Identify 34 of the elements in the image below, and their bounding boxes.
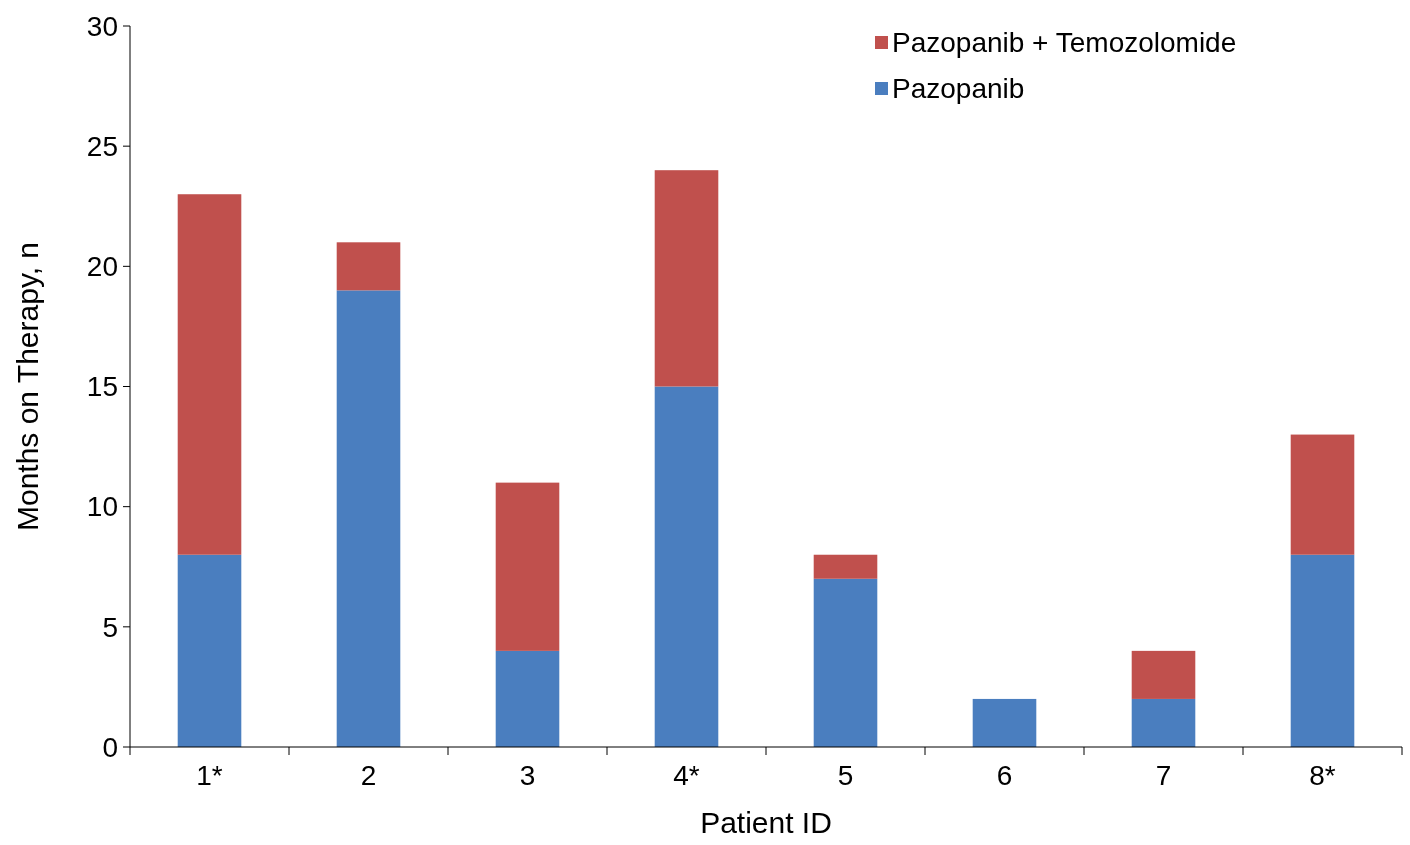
x-tick-label: 4* xyxy=(673,760,700,791)
x-tick-label: 2 xyxy=(360,760,377,791)
bar xyxy=(336,290,401,747)
x-tick-label: 7 xyxy=(1155,760,1172,791)
bar xyxy=(495,482,560,651)
legend-label: Pazopanib + Temozolomide xyxy=(892,26,1237,58)
bar xyxy=(654,170,719,387)
y-tick-label: 30 xyxy=(86,10,118,42)
bar xyxy=(972,698,1037,747)
bar xyxy=(1131,698,1196,747)
bar xyxy=(813,554,878,579)
x-axis-title: Patient ID xyxy=(700,806,832,839)
x-tick-label: 3 xyxy=(519,760,536,791)
bar xyxy=(177,554,242,747)
x-tick-label: 6 xyxy=(996,760,1013,791)
y-tick-label: 15 xyxy=(86,371,118,403)
bar xyxy=(1290,554,1355,747)
x-tick-label: 1* xyxy=(196,760,223,791)
bar xyxy=(1290,434,1355,555)
legend-label: Pazopanib xyxy=(892,72,1025,104)
bar xyxy=(336,242,401,291)
y-tick-label: 20 xyxy=(86,251,118,283)
bar xyxy=(177,194,242,555)
bar xyxy=(1131,650,1196,699)
x-tick-label: 5 xyxy=(837,760,854,791)
y-tick-label: 10 xyxy=(86,491,118,523)
y-tick-label: 0 xyxy=(102,731,118,763)
y-tick-label: 5 xyxy=(102,611,118,643)
bar xyxy=(813,578,878,747)
y-axis-title: Months on Therapy, n xyxy=(11,241,44,532)
y-tick-label: 25 xyxy=(86,130,118,162)
bar xyxy=(654,386,719,747)
bar xyxy=(495,650,560,747)
x-tick-label: 8* xyxy=(1309,760,1336,791)
